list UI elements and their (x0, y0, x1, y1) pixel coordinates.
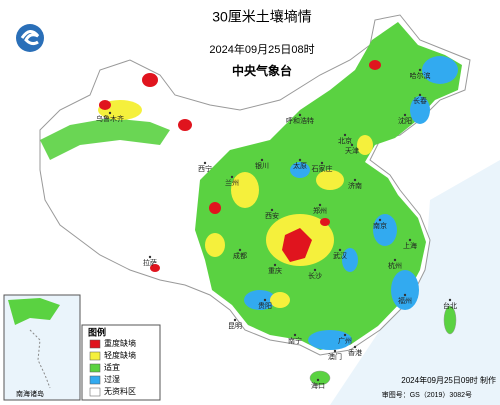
city-dot (313, 268, 317, 272)
legend-swatch (89, 375, 101, 385)
city-label: 北京 (338, 136, 352, 145)
city-dot (316, 378, 320, 382)
map-title: 30厘米土壤墒情 (212, 9, 312, 25)
logo-mark (20, 30, 40, 46)
city-dot (408, 238, 412, 242)
city-label: 福州 (398, 296, 412, 305)
city-dot (318, 203, 322, 207)
city-dot (353, 178, 357, 182)
city-label: 天津 (345, 147, 359, 155)
city-label: 武汉 (333, 251, 347, 260)
legend-label: 无资料区 (104, 386, 136, 396)
legend-label: 过湿 (104, 374, 120, 384)
city-label: 台北 (443, 301, 457, 310)
city-label: 长沙 (308, 271, 322, 280)
legend-label: 轻度缺墒 (104, 350, 136, 360)
inset-boundary (29, 329, 51, 389)
city-label: 拉萨 (143, 258, 157, 267)
city-label: 西安 (265, 211, 279, 220)
approval-note: 审图号：GS（2019）3082号 (382, 390, 472, 399)
city-label: 石家庄 (312, 164, 333, 173)
city-dot (230, 175, 234, 179)
city-label: 海口 (311, 381, 325, 390)
city-dot (233, 318, 237, 322)
city-label: 上海 (403, 241, 417, 250)
city-label: 济南 (348, 181, 362, 190)
city-dot (338, 248, 342, 252)
inset-label: 南海诸岛 (16, 389, 44, 398)
severe-drought-patches (99, 60, 381, 272)
city-label: 杭州 (388, 261, 402, 270)
city-label: 重庆 (268, 266, 282, 275)
city-dot (263, 298, 267, 302)
sea (330, 160, 500, 405)
legend-swatch (89, 387, 101, 397)
city-label: 哈尔滨 (410, 71, 431, 80)
city-label: 银川 (255, 161, 269, 170)
city-dot (353, 345, 357, 349)
city-label: 南宁 (288, 336, 302, 345)
island (443, 305, 457, 335)
city-dot (108, 111, 112, 115)
suitable-zone (40, 118, 170, 160)
map-subtitle: 2024年09月25日08时 (209, 42, 314, 56)
legend-label: 适宜 (104, 362, 120, 372)
city-dot (273, 263, 277, 267)
city-label: 郑州 (313, 207, 327, 215)
city-label: 呼和浩特 (286, 116, 314, 125)
city-dot (448, 298, 452, 302)
wet-patches (244, 56, 458, 350)
city-label: 香港 (348, 348, 362, 357)
city-label: 西宁 (198, 164, 212, 173)
legend-swatch (89, 351, 101, 361)
city-dot (260, 158, 264, 162)
legend-frame (81, 324, 161, 401)
city-label: 广州 (338, 336, 352, 345)
city-dot (333, 349, 337, 353)
city-dot (148, 255, 152, 259)
legend-title: 图例 (88, 326, 106, 337)
city-label: 昆明 (228, 322, 242, 330)
city-dot (293, 333, 297, 337)
city-dot (350, 143, 354, 147)
city-dot (393, 258, 397, 262)
inset-land (8, 298, 60, 325)
city-dot (298, 113, 302, 117)
made-note: 2024年09月25日09时 制作 (401, 375, 496, 385)
city-label: 长春 (413, 96, 427, 105)
city-dot (418, 68, 422, 72)
city-dot (203, 161, 207, 165)
city-label: 兰州 (225, 178, 239, 187)
city-label: 澳门 (328, 352, 342, 361)
legend-swatch (89, 339, 101, 349)
city-labels: 乌鲁木齐拉萨西宁兰州银川呼和浩特北京天津石家庄太原济南郑州西安武汉南京上海杭州长… (96, 68, 457, 390)
city-label: 乌鲁木齐 (96, 114, 124, 123)
city-dot (343, 333, 347, 337)
city-label: 贵阳 (258, 301, 272, 310)
city-dot (403, 293, 407, 297)
legend-label: 重度缺墒 (104, 338, 136, 348)
city-label: 沈阳 (398, 116, 412, 125)
city-dot (403, 113, 407, 117)
agency: 中央气象台 (232, 63, 292, 78)
city-dot (238, 248, 242, 252)
legend-swatch (89, 363, 101, 373)
city-dot (298, 158, 302, 162)
logo (16, 24, 44, 52)
city-dot (270, 208, 274, 212)
city-label: 成都 (233, 251, 247, 260)
city-label: 南京 (373, 221, 387, 230)
city-dot (343, 133, 347, 137)
city-dot (378, 218, 382, 222)
island (309, 370, 331, 386)
city-label: 太原 (293, 161, 307, 170)
city-dot (320, 161, 324, 165)
city-dot (418, 93, 422, 97)
